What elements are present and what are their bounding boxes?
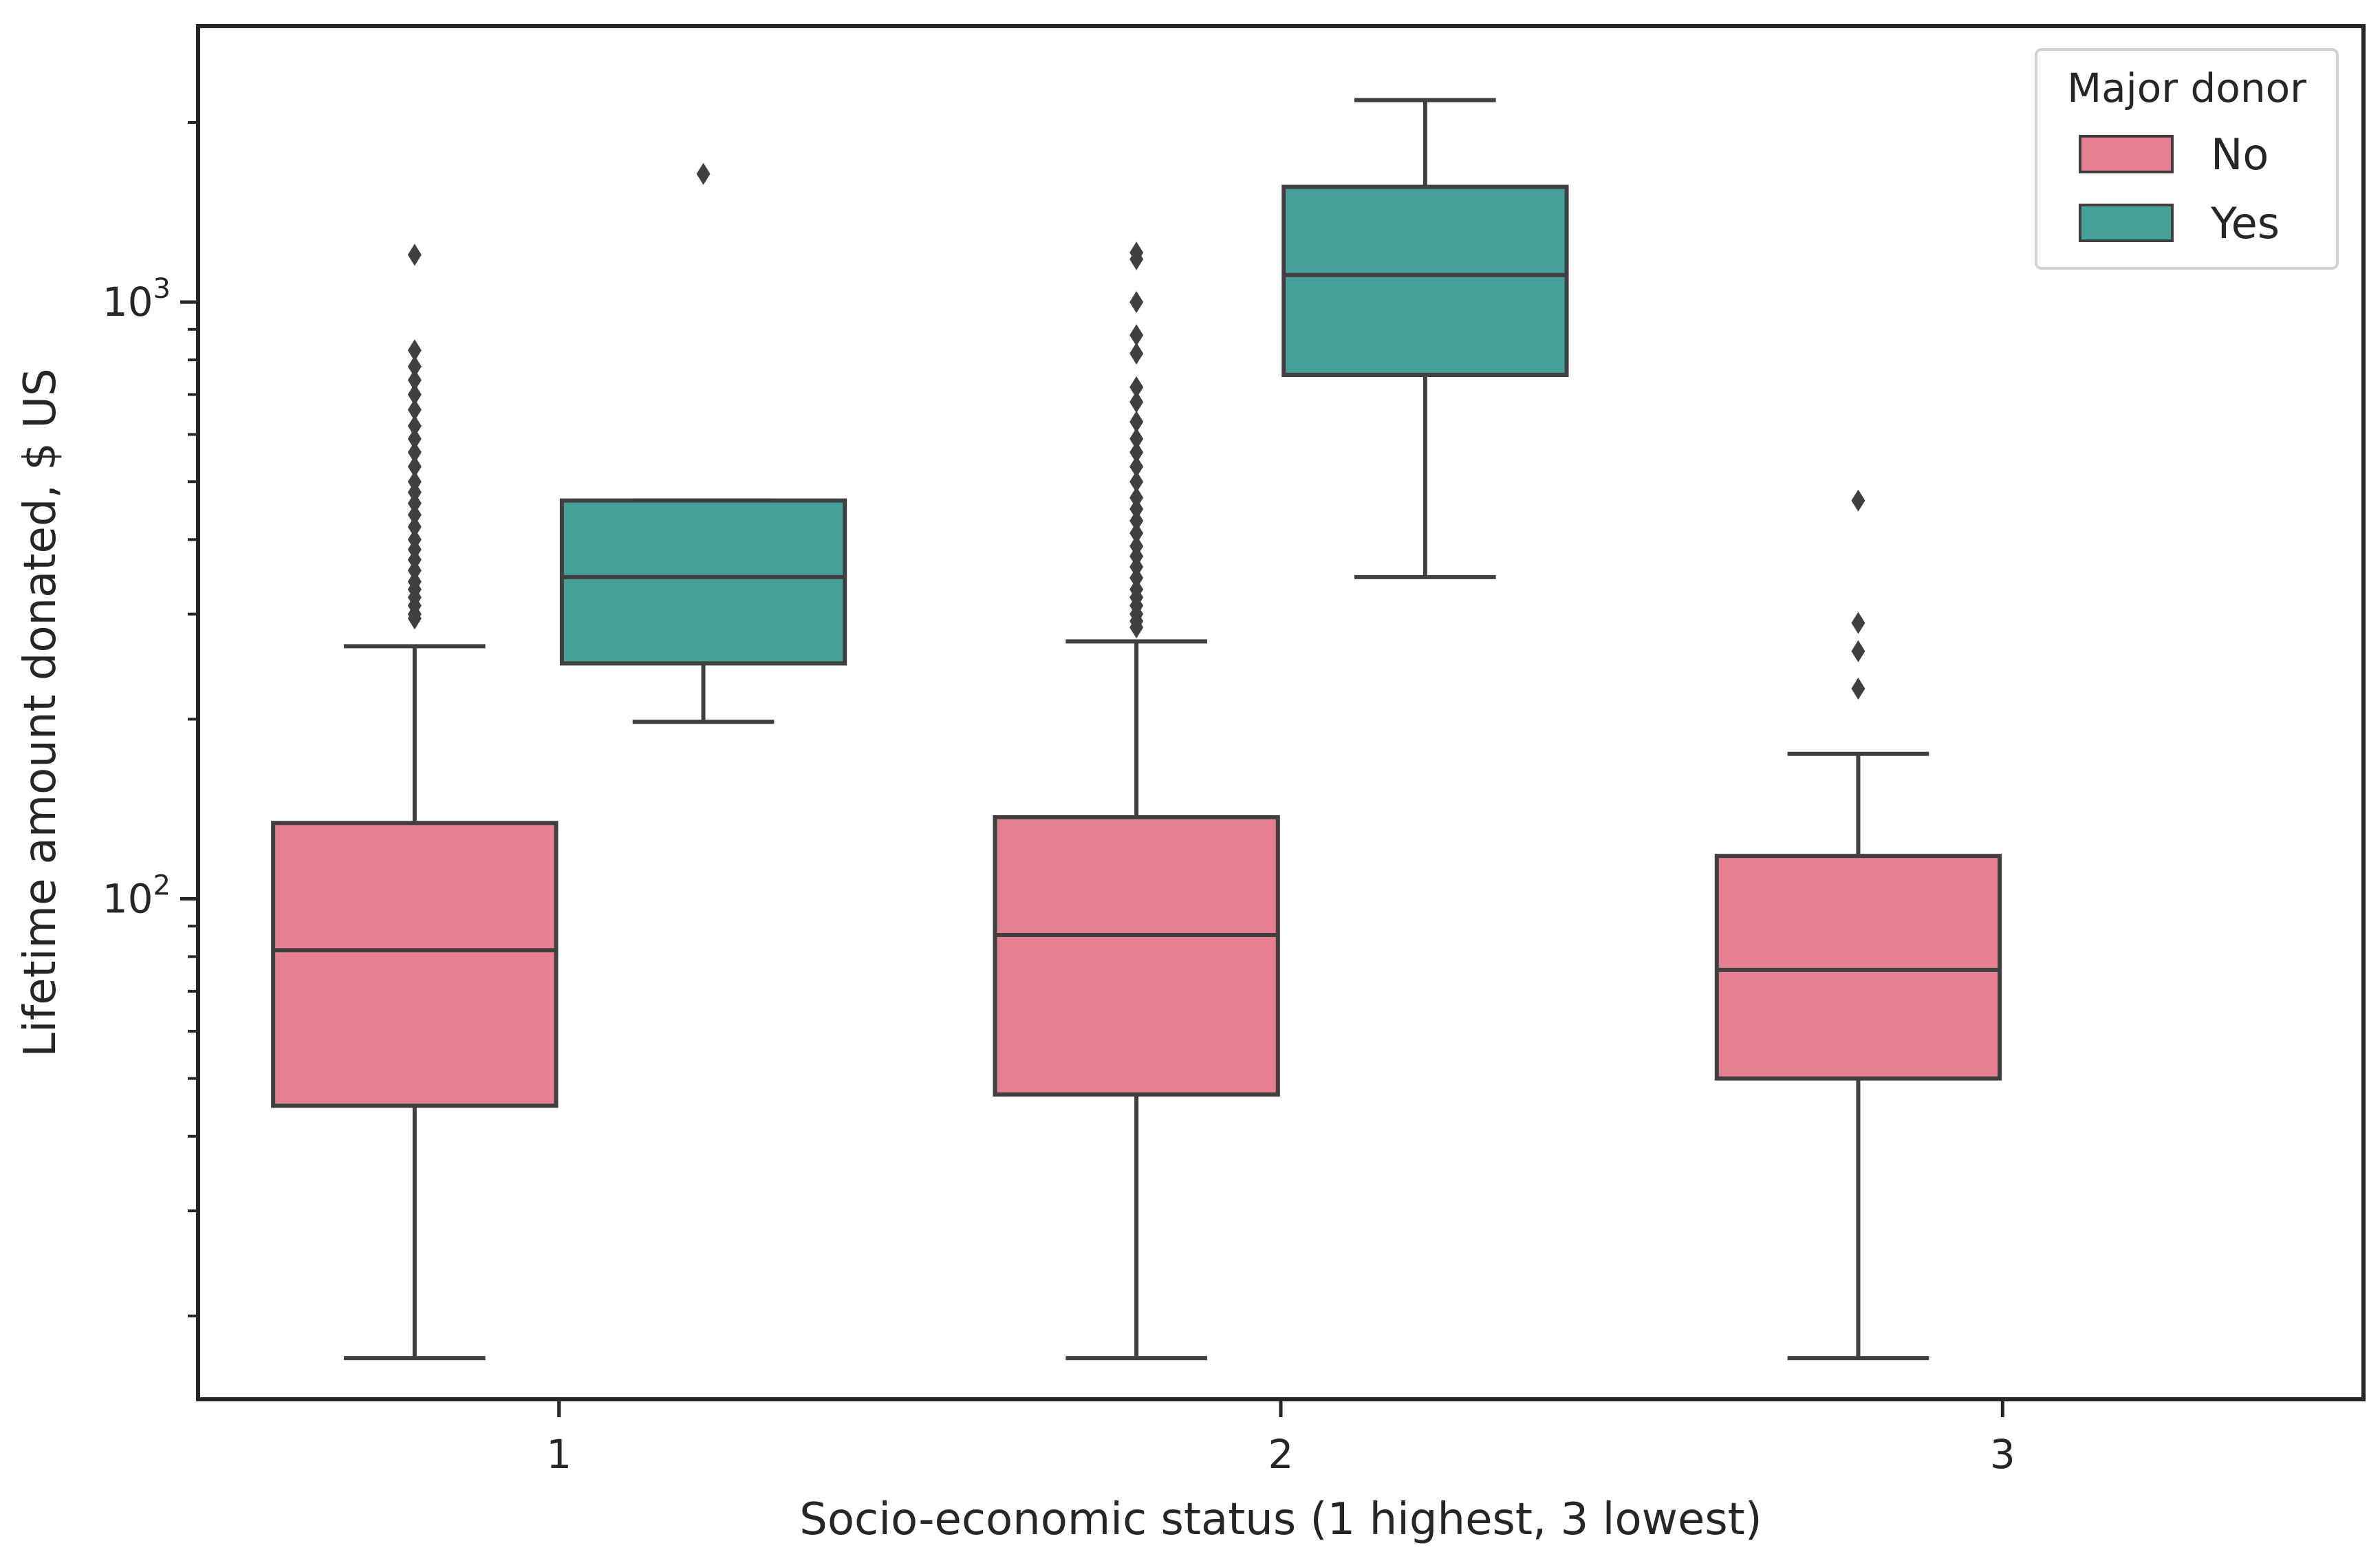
outlier-point [407, 441, 422, 464]
x-axis-label: Socio-economic status (1 highest, 3 lowe… [799, 1494, 1762, 1545]
plot-frame [196, 24, 2366, 1401]
outlier-point [1129, 441, 1144, 464]
box-iqr [559, 498, 847, 666]
outlier-point [407, 383, 422, 406]
y-axis-label: Lifetime amount donated, $ US [15, 368, 66, 1057]
y-tick-label-100: 102 [102, 870, 171, 923]
outlier-point [407, 528, 422, 551]
x-tick-label-2: 2 [1268, 1431, 1294, 1478]
outlier-point [1851, 678, 1865, 700]
y-tick-label-1000: 103 [102, 273, 171, 325]
axes-layer: 1 2 3 102 103 [102, 120, 2015, 1478]
box-iqr [1714, 854, 2002, 1081]
outlier-point [407, 455, 422, 478]
box-yes-1 [559, 162, 847, 724]
legend: Major donor No Yes [2035, 48, 2339, 270]
box-iqr [993, 815, 1280, 1097]
outlier-point [407, 471, 422, 493]
box-iqr [271, 821, 559, 1108]
outlier-point [1851, 489, 1865, 512]
outlier-point [1129, 497, 1144, 520]
outlier-point [1129, 391, 1144, 413]
outlier-point [1129, 376, 1144, 398]
outlier-point [1129, 241, 1144, 264]
outlier-point [1129, 324, 1144, 347]
legend-title: Major donor [2067, 65, 2306, 111]
outlier-point [1129, 510, 1144, 532]
legend-swatch-no [2079, 135, 2174, 173]
boxes-layer [271, 98, 2002, 1361]
outlier-point [1851, 640, 1865, 662]
outlier-point [407, 244, 422, 266]
legend-swatch-yes [2079, 204, 2174, 242]
outlier-point [1129, 578, 1144, 601]
box-no-2 [993, 241, 1280, 1361]
outlier-point [407, 570, 422, 593]
legend-label-no: No [2211, 129, 2269, 180]
box-no-1 [271, 244, 559, 1361]
outlier-point [407, 427, 422, 450]
outlier-point [407, 515, 422, 538]
box-yes-2 [1281, 98, 1569, 579]
x-tick-label-1: 1 [546, 1431, 572, 1478]
outlier-point [407, 369, 422, 391]
outlier-point [1129, 411, 1144, 433]
outlier-point [1129, 455, 1144, 478]
outlier-point [1129, 567, 1144, 590]
outlier-point [407, 415, 422, 438]
box-iqr [1281, 184, 1569, 377]
outlier-point [1129, 291, 1144, 314]
outlier-point [407, 398, 422, 421]
box-no-3 [1714, 489, 2002, 1361]
outlier-point [1129, 342, 1144, 365]
legend-label-yes: Yes [2210, 198, 2280, 248]
outlier-point [407, 355, 422, 378]
outlier-point [1129, 471, 1144, 493]
outlier-point [1851, 612, 1865, 634]
plot-area [198, 26, 2363, 1399]
outlier-point [1129, 521, 1144, 544]
outlier-point [407, 492, 422, 515]
outlier-point [1129, 427, 1144, 450]
outlier-point [1129, 486, 1144, 509]
outlier-point [407, 504, 422, 526]
x-tick-label-3: 3 [1990, 1431, 2015, 1478]
outlier-point [407, 339, 422, 362]
outlier-point [696, 162, 711, 185]
outlier-point [1129, 535, 1144, 557]
